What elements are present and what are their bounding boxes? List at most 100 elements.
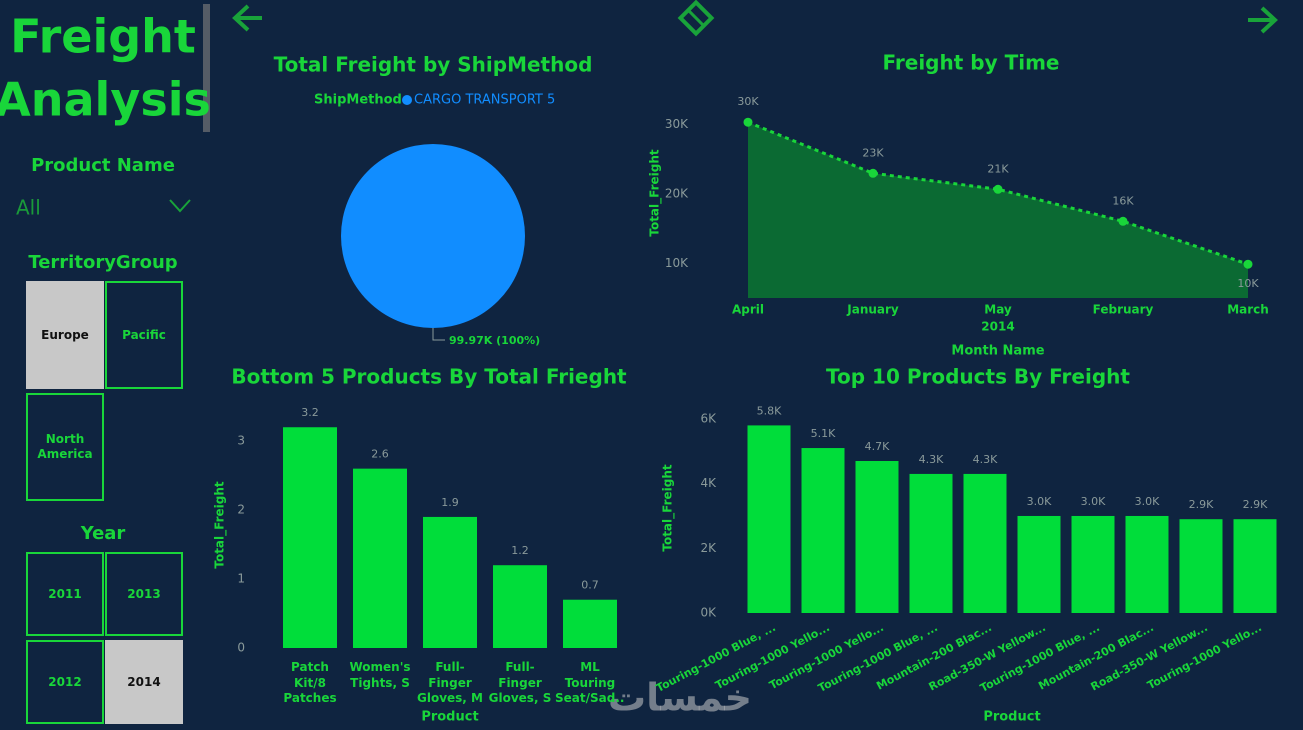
y-tick-label: 1	[237, 572, 245, 586]
option-label-box: 2011	[48, 586, 82, 601]
data-label: 30K	[737, 95, 759, 108]
bar	[1233, 519, 1277, 613]
x-tick-label: April	[732, 303, 764, 317]
back-arrow[interactable]	[232, 4, 262, 32]
y-axis-title: Total_Freight	[213, 481, 228, 569]
x-tick-label: Patch Kit/8 Patches	[283, 660, 337, 706]
option-tile[interactable]	[26, 393, 104, 501]
filter-label: Product Name	[31, 155, 175, 176]
chart-title: Bottom 5 Products By Total Frieght	[231, 365, 627, 389]
option-label[interactable]: Europe	[41, 327, 89, 342]
bar	[353, 468, 407, 648]
data-label: 23K	[862, 146, 884, 159]
option-label[interactable]: 2011	[48, 586, 82, 601]
bar	[801, 448, 845, 613]
data-label: 1.9	[441, 496, 459, 509]
bar	[1125, 515, 1169, 613]
x-tick-label: Full-Finger Gloves, M	[417, 660, 483, 706]
y-tick-label: 3	[237, 434, 245, 448]
data-label: 99.97K (100%)	[449, 334, 540, 347]
data-label: 4.3K	[973, 453, 998, 466]
x-tick-label: May	[984, 303, 1012, 317]
title-divider	[203, 4, 210, 132]
data-label: 16K	[1112, 194, 1134, 207]
bar	[563, 599, 617, 648]
y-tick-label: 10K	[665, 256, 689, 270]
x-axis-title: Product	[983, 710, 1040, 725]
x-tick-label: ML Touring Seat/Sad...	[555, 660, 625, 706]
bar	[1179, 519, 1223, 613]
data-label: 5.8K	[757, 404, 782, 417]
x-tick-label: February	[1093, 303, 1154, 317]
option-label[interactable]: 2013	[127, 586, 161, 601]
option-label[interactable]: 2014	[127, 674, 161, 689]
filter-label: Year	[80, 523, 126, 544]
y-tick-label: 30K	[665, 117, 689, 131]
data-label: 4.7K	[865, 440, 890, 453]
x-tick-label-box: Full-Finger Gloves, S	[489, 660, 552, 705]
option-tile[interactable]	[105, 640, 183, 724]
y-tick-label: 6K	[700, 411, 717, 425]
bar	[963, 473, 1007, 613]
line-point	[743, 117, 753, 127]
pie-slice	[341, 144, 525, 328]
data-label: 4.3K	[919, 453, 944, 466]
line-point	[993, 184, 1003, 194]
option-label[interactable]: 2012	[48, 674, 82, 689]
data-label: 2.9K	[1189, 498, 1214, 511]
option-label-box: 2012	[48, 674, 82, 689]
dropdown-chevron[interactable]	[169, 199, 191, 213]
data-label: 10K	[1237, 277, 1259, 290]
bar	[283, 427, 337, 648]
bar	[909, 473, 953, 613]
legend-label: CARGO TRANSPORT 5	[414, 93, 555, 108]
y-tick-label: 20K	[665, 186, 689, 200]
chart-title: Top 10 Products By Freight	[826, 365, 1130, 389]
legend-marker	[402, 95, 412, 105]
y-tick-label: 4K	[700, 476, 717, 490]
legend-title: ShipMethod	[314, 93, 402, 108]
filter-value[interactable]: All	[16, 196, 41, 220]
data-label: 0.7	[581, 579, 599, 592]
data-label: 21K	[987, 162, 1009, 175]
chart-title: Freight by Time	[883, 51, 1060, 75]
forward-arrow[interactable]	[1248, 6, 1278, 34]
bar	[1071, 515, 1115, 613]
y-tick-label: 2	[237, 503, 245, 517]
option-label-box: 2014	[127, 674, 161, 689]
data-label: 2.6	[371, 448, 389, 461]
x-tick-label-box: Patch Kit/8 Patches	[283, 660, 337, 706]
x-tick-label-box: Full-Finger Gloves, M	[417, 660, 483, 706]
option-tile[interactable]	[26, 640, 104, 724]
option-tile[interactable]	[105, 281, 183, 389]
data-label: 5.1K	[811, 427, 836, 440]
option-label[interactable]: Pacific	[122, 327, 166, 342]
x-tick-label: January	[846, 303, 899, 317]
x-tick-label-box: Women's Tights, S	[349, 660, 411, 690]
option-tile[interactable]	[105, 552, 183, 636]
filter-label: TerritoryGroup	[28, 252, 177, 273]
line-point	[868, 168, 878, 178]
data-label: 2.9K	[1243, 498, 1268, 511]
x-tick-label: March	[1227, 303, 1269, 317]
bar	[493, 565, 547, 648]
bar	[855, 460, 899, 613]
bar	[1017, 515, 1061, 613]
y-tick-label: 2K	[700, 541, 717, 555]
label-leader	[432, 328, 445, 341]
option-label[interactable]: North America	[37, 432, 93, 461]
y-tick-label: 0K	[700, 606, 717, 620]
x-tick-label: Women's Tights, S	[349, 660, 411, 690]
dashboard-title: Analysis	[0, 73, 211, 127]
option-label-box: Pacific	[122, 327, 166, 342]
data-label: 3.0K	[1081, 495, 1106, 508]
bookmark-icon[interactable]	[677, 0, 715, 37]
data-label: 3.0K	[1135, 495, 1160, 508]
y-axis-title: Total_Freight	[648, 149, 663, 237]
data-label: 3.2	[301, 406, 319, 419]
x-axis-title: Product	[421, 710, 478, 725]
option-tile[interactable]	[26, 552, 104, 636]
option-tile[interactable]	[26, 281, 104, 389]
x-axis-title: Month Name	[951, 344, 1044, 359]
